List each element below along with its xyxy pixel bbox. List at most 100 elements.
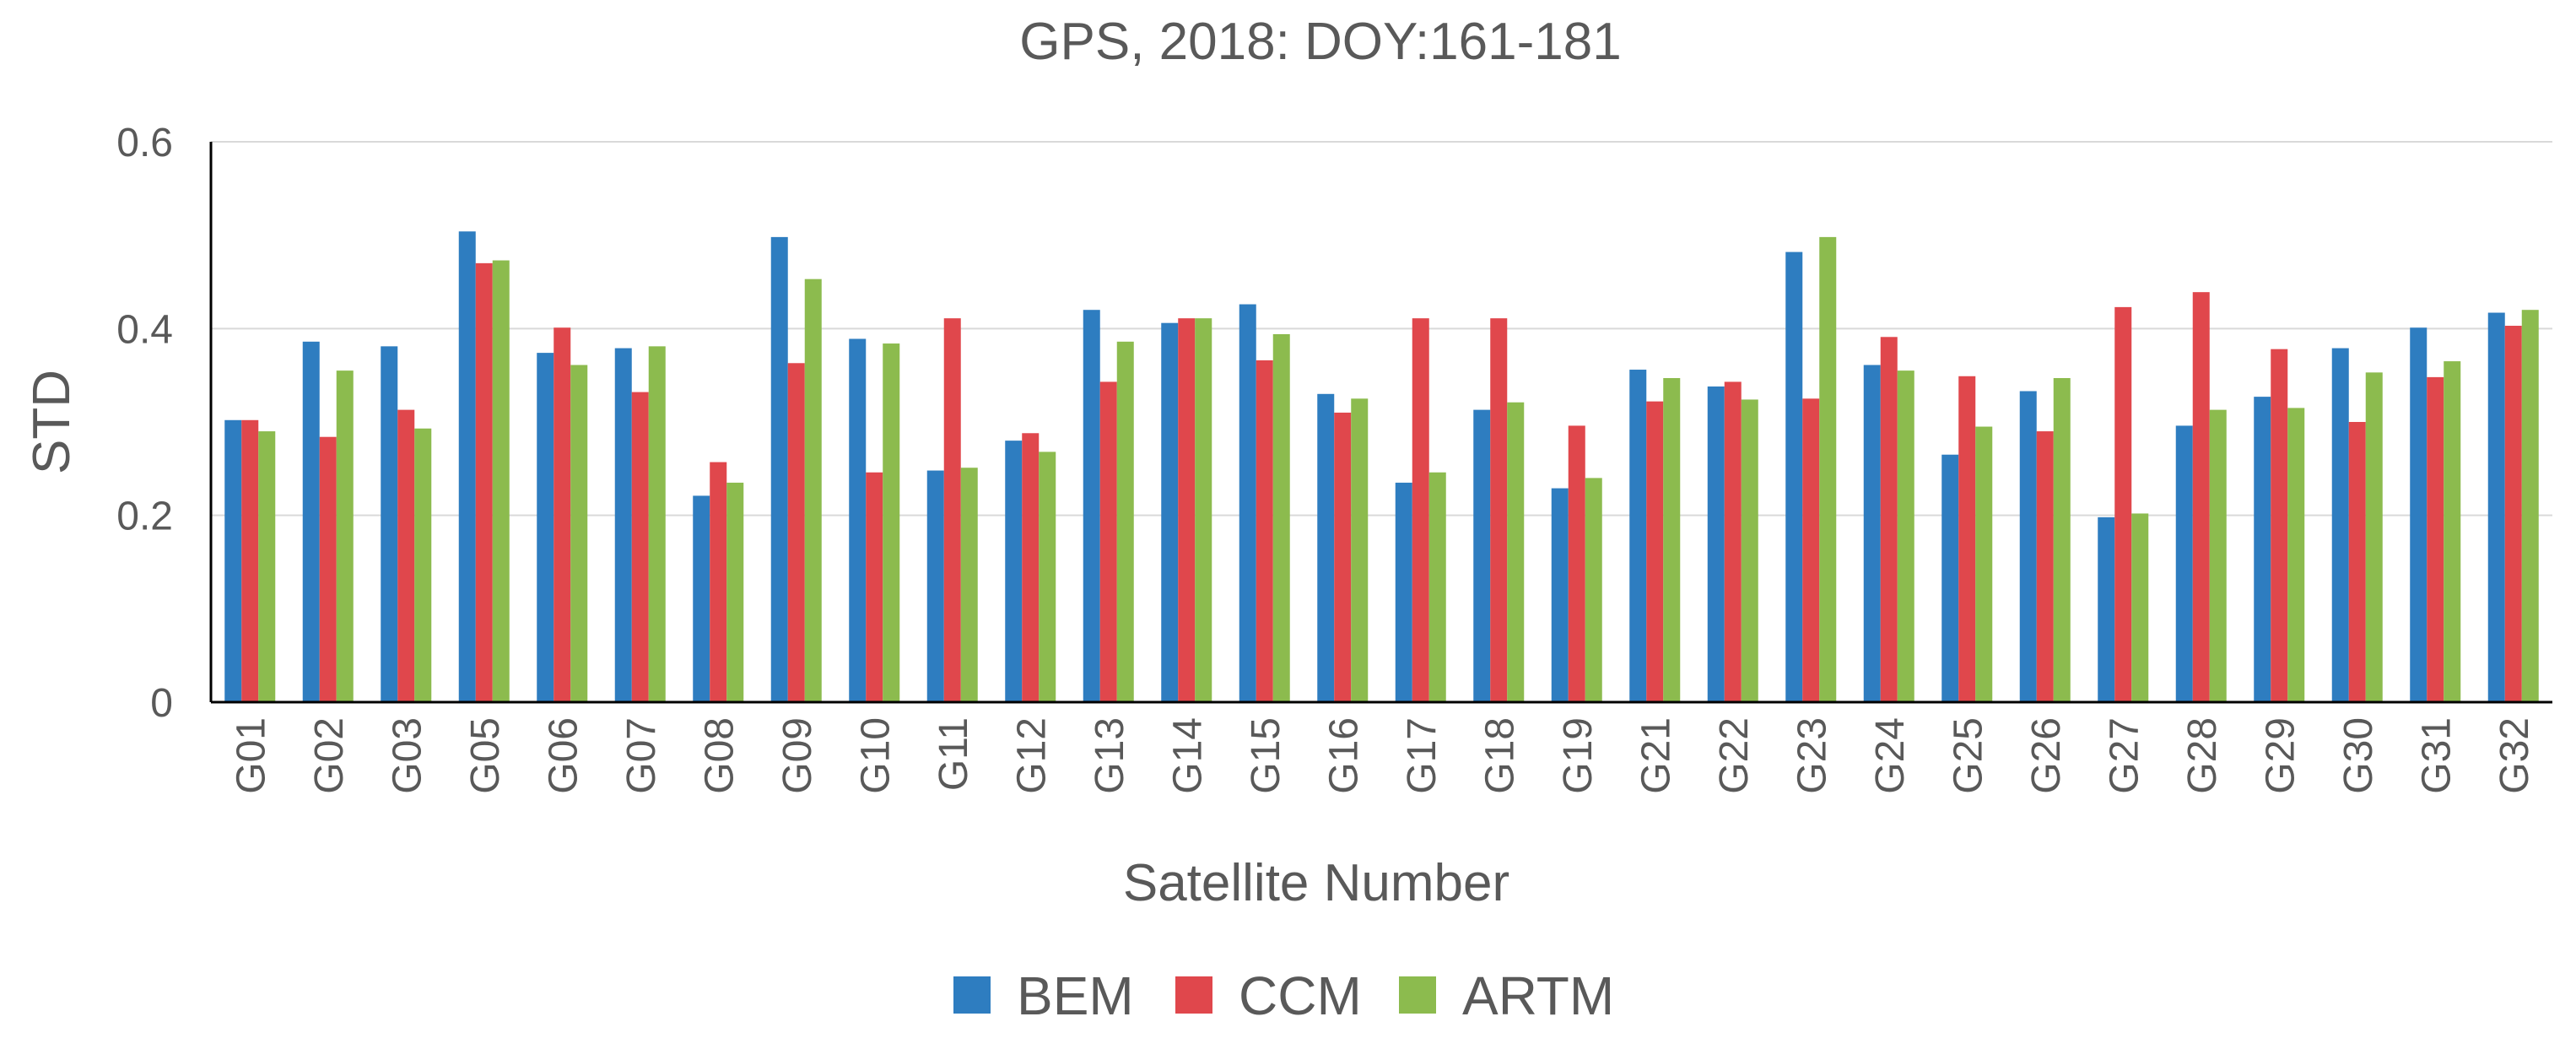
x-tick-label: G32	[2492, 717, 2537, 794]
bar-bem-g01	[224, 419, 242, 702]
bar-ccm-g01	[241, 419, 259, 702]
y-tick-label: 0.4	[116, 307, 173, 352]
bar-ccm-g30	[2348, 422, 2366, 702]
bar-artm-g26	[2053, 377, 2071, 702]
bar-ccm-g12	[1022, 433, 1040, 702]
y-tick-label: 0	[150, 681, 173, 726]
bar-artm-g25	[1975, 426, 1993, 702]
bar-bem-g14	[1161, 322, 1179, 702]
x-tick-label: G12	[1009, 717, 1054, 794]
bar-bem-g18	[1473, 409, 1491, 702]
x-tick-label: G27	[2102, 717, 2147, 794]
chart-title: GPS, 2018: DOY:161-181	[1019, 13, 1621, 71]
bar-artm-g05	[492, 260, 510, 703]
bar-ccm-g22	[1724, 381, 1742, 702]
bar-bem-g17	[1395, 482, 1412, 702]
bar-bem-g31	[2410, 327, 2427, 702]
legend: BEM CCM ARTM	[953, 965, 1614, 1026]
x-tick-label: G14	[1165, 717, 1210, 794]
bar-ccm-g24	[1880, 337, 1898, 702]
bar-artm-g18	[1507, 402, 1525, 702]
x-tick-label: G17	[1400, 717, 1445, 794]
bar-bem-g13	[1083, 310, 1100, 702]
bar-artm-g06	[570, 365, 588, 702]
bar-bem-g23	[1785, 251, 1803, 702]
bar-ccm-g16	[1334, 412, 1352, 702]
bar-bem-g09	[770, 236, 788, 702]
bar-bem-g29	[2254, 397, 2271, 702]
bar-bem-g08	[693, 495, 710, 702]
bar-ccm-g29	[2271, 349, 2288, 702]
bar-bem-g15	[1239, 304, 1256, 702]
bar-bem-g22	[1707, 386, 1725, 702]
bar-ccm-g03	[397, 409, 415, 702]
x-tick-label: G23	[1790, 717, 1834, 794]
bar-artm-g09	[804, 278, 822, 702]
bar-artm-g19	[1585, 478, 1602, 702]
legend-swatch-bem	[953, 976, 991, 1014]
y-tick-labels: 0 0.2 0.4 0.6	[116, 121, 173, 726]
bar-artm-g15	[1272, 333, 1290, 702]
bar-bem-g30	[2331, 348, 2349, 702]
bar-ccm-g11	[943, 318, 961, 702]
x-tick-label: G21	[1634, 717, 1678, 794]
y-tick-label: 0.6	[116, 121, 173, 165]
bar-artm-g24	[1897, 370, 1914, 702]
bar-artm-g02	[336, 370, 354, 702]
x-tick-label: G16	[1321, 717, 1366, 794]
bar-bem-g25	[1941, 454, 1959, 702]
x-tick-label: G19	[1556, 717, 1601, 794]
bar-ccm-g13	[1099, 381, 1117, 702]
bar-artm-g21	[1663, 377, 1681, 702]
x-tick-labels: G01 G02 G03 G05 G06 G07 G08 G09 G10 G11 G12 G13 G14 G…	[229, 717, 2537, 794]
bars	[224, 231, 2539, 703]
bar-bem-g05	[458, 231, 476, 702]
bar-bem-g02	[302, 341, 320, 702]
bar-ccm-g26	[2036, 431, 2054, 702]
bar-ccm-g17	[1412, 318, 1429, 702]
bar-ccm-g31	[2427, 376, 2444, 702]
x-tick-label: G06	[541, 717, 586, 794]
legend-swatch-ccm	[1175, 976, 1212, 1014]
bar-ccm-g06	[554, 327, 571, 702]
legend-label-artm: ARTM	[1462, 965, 1614, 1026]
bar-ccm-g19	[1568, 425, 1585, 702]
bar-artm-g14	[1195, 318, 1212, 702]
bar-ccm-g28	[2192, 292, 2210, 702]
bar-artm-g27	[2131, 513, 2149, 702]
bar-artm-g16	[1351, 398, 1369, 702]
y-axis-title: STD	[23, 370, 81, 474]
legend-label-bem: BEM	[1017, 965, 1134, 1026]
bar-bem-g11	[926, 470, 944, 702]
bar-ccm-g32	[2504, 326, 2522, 702]
x-tick-label: G18	[1477, 717, 1522, 794]
bar-bem-g07	[614, 348, 632, 702]
x-tick-label: G24	[1868, 717, 1913, 794]
x-tick-label: G07	[619, 717, 664, 794]
bar-artm-g11	[960, 468, 978, 702]
bar-bem-g03	[381, 346, 398, 702]
bar-artm-g31	[2444, 361, 2461, 702]
bar-bem-g27	[2098, 516, 2115, 702]
bar-artm-g01	[258, 431, 276, 702]
bar-bem-g32	[2487, 312, 2505, 702]
x-tick-label: G31	[2414, 717, 2459, 794]
x-tick-label: G05	[463, 717, 508, 794]
bar-artm-g17	[1428, 472, 1446, 702]
bar-artm-g23	[1819, 236, 1837, 702]
bar-artm-g22	[1741, 399, 1758, 702]
y-tick-label: 0.2	[116, 495, 173, 539]
bar-bem-g16	[1317, 393, 1335, 702]
bar-ccm-g10	[866, 472, 883, 702]
bar-ccm-g14	[1178, 318, 1196, 702]
bar-ccm-g23	[1802, 398, 1820, 702]
bar-ccm-g09	[787, 363, 805, 702]
x-tick-label: G11	[932, 717, 976, 791]
bar-ccm-g08	[710, 462, 727, 702]
axes	[209, 142, 2552, 704]
x-tick-label: G22	[1712, 717, 1757, 794]
bar-artm-g03	[414, 428, 432, 702]
bar-artm-g07	[648, 346, 666, 702]
bar-artm-g29	[2287, 408, 2305, 702]
